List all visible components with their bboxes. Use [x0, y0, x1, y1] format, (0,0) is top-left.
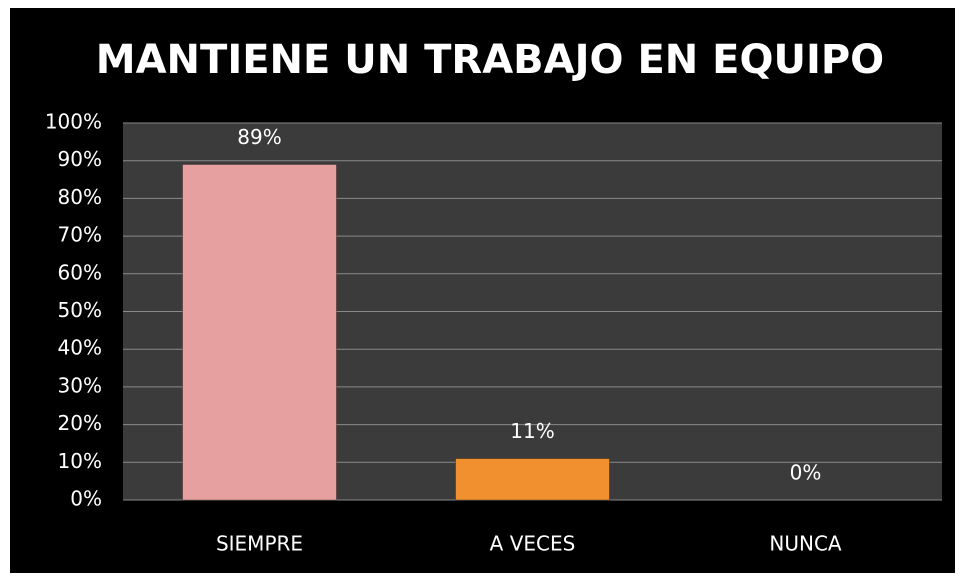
- y-tick-label: 10%: [58, 449, 102, 473]
- chart-title: MANTIENE UN TRABAJO EN EQUIPO: [96, 37, 884, 83]
- x-tick-label: SIEMPRE: [216, 532, 303, 556]
- y-tick-label: 70%: [58, 223, 102, 247]
- y-tick-label: 0%: [70, 487, 102, 511]
- bar: [182, 163, 337, 501]
- y-tick-label: 30%: [58, 373, 102, 397]
- y-tick-label: 60%: [58, 260, 102, 284]
- y-tick-label: 80%: [58, 185, 102, 209]
- data-label: 11%: [510, 419, 554, 443]
- y-tick-label: 50%: [58, 298, 102, 322]
- y-tick-label: 20%: [58, 411, 102, 435]
- data-label: 89%: [237, 125, 281, 149]
- data-label: 0%: [790, 461, 822, 485]
- y-tick-label: 90%: [58, 147, 102, 171]
- y-tick-label: 40%: [58, 336, 102, 360]
- bar: [455, 458, 610, 501]
- x-tick-label: A VECES: [490, 532, 576, 556]
- y-tick-label: 100%: [45, 110, 102, 134]
- x-tick-label: NUNCA: [769, 532, 842, 556]
